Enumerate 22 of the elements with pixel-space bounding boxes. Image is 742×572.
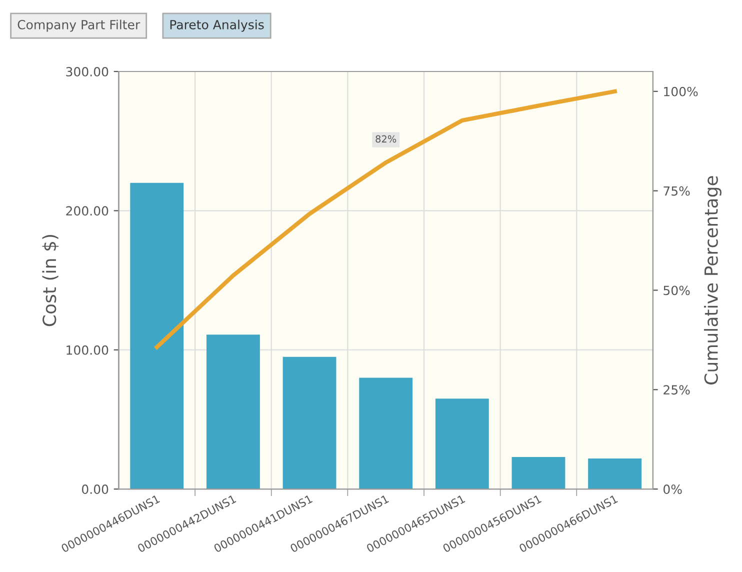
y2-tick-label: 100% [664,86,698,96]
y2-axis-title: Cumulative Percentage [704,176,722,384]
bar [282,356,336,490]
bar [512,457,566,490]
text: Company Part Filter [18,20,140,32]
y-tick-label: 0.00 [82,484,108,494]
y2-tick-label: 0% [664,484,682,494]
bar [359,378,413,490]
y2-tick-label: 75% [664,186,690,196]
y-tick-label: 300.00 [66,66,108,76]
y-tick-label: 200.00 [66,206,108,216]
text: Pareto Analysis [170,20,264,32]
y2-tick-label: 25% [664,385,690,395]
y-axis-title: Cost (in $) [42,235,59,326]
bar [588,458,642,490]
y2-tick-label: 50% [664,286,690,296]
bar [435,398,489,490]
annotation: 82% [376,135,396,143]
line-series [154,89,617,350]
y-tick-label: 100.00 [66,345,108,355]
bar [206,334,260,490]
bar [130,182,184,490]
